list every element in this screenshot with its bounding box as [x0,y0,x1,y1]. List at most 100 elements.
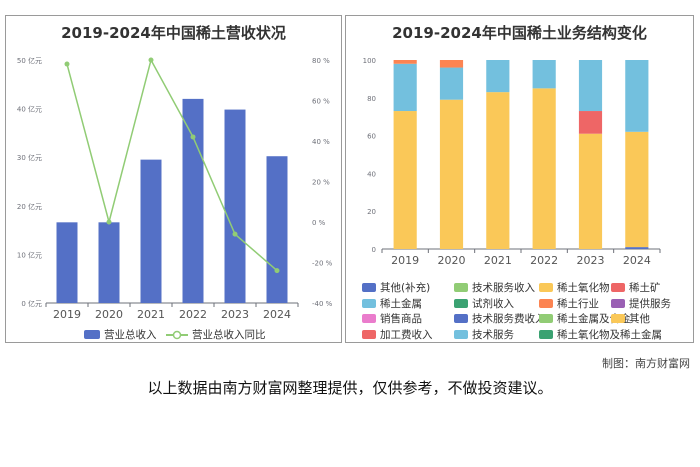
structure-chart-svg: 0 20 40 60 80 100 2019 2020 2021 2022 2023 2024 [363,57,661,267]
stack-segment [486,92,510,249]
revenue-yoy-point [232,231,238,237]
legend-label: 稀土行业 [557,297,599,310]
legend-label: 技术服务 [472,328,514,341]
legend-label: 其他(补充) [380,282,431,294]
legend-swatch [454,329,468,339]
stack-segment [532,60,556,89]
structure-chart-title: 2019-2024年中国稀土业务结构变化 [392,24,647,42]
legend-label: 稀土氧化物及稀土金属 [557,328,662,341]
y-right-tick-label: 40 % [312,138,330,146]
legend-item[interactable]: 其他(补充) [362,280,430,295]
revenue-bar [266,156,288,303]
x-tick-label: 2024 [623,254,651,267]
x-tick-label: 2022 [179,308,207,321]
revenue-bar [56,222,78,303]
legend-item[interactable]: 技术服务收入 [454,280,535,295]
revenue-yoy-point [148,57,154,63]
legend-swatch [454,283,468,292]
revenue-chart-svg: 0 亿元 10 亿元 20 亿元 30 亿元 40 亿元 50 亿元 -40 % -20 % 0… [17,56,333,321]
revenue-bar [140,159,162,303]
y-left-tick-label: 0 亿元 [21,299,42,308]
y-tick-label: 80 [367,95,376,103]
revenue-chart-panel: 2019-2024年中国稀土营收状况 0 亿元 10 亿元 20 亿元 30 亿元 40… [5,15,342,343]
revenue-yoy-point [190,134,196,140]
y-right-tick-label: -40 % [312,300,333,308]
y-right-tick-label: 60 % [312,98,330,106]
x-tick-label: 2022 [530,254,558,267]
legend-item[interactable]: 稀土行业 [539,296,599,311]
legend-swatch [454,314,468,323]
legend-label: 其他 [629,313,650,325]
legend-swatch [362,314,376,323]
legend-label: 试剂收入 [472,297,514,310]
legend-swatch [611,314,625,323]
chart-credit: 制图：南方财富网 [602,357,690,370]
stack-segment [439,60,464,68]
stack-segment [578,111,603,134]
legend-item[interactable]: 技术服务 [454,327,514,342]
legend-item-revenue-yoy[interactable]: 营业总收入同比 [166,327,266,342]
legend-swatch [539,298,553,308]
legend-label-revenue: 营业总收入 [104,329,157,341]
y-tick-label: 0 [372,246,376,254]
legend-item[interactable]: 销售商品 [362,311,422,326]
legend-label: 销售商品 [380,313,422,325]
x-tick-label: 2021 [484,254,512,267]
legend-swatch [362,283,376,292]
stack-segment [532,88,556,249]
x-tick-label: 2020 [438,254,466,267]
legend-item[interactable]: 试剂收入 [454,296,514,311]
legend-swatch [539,314,553,323]
legend-swatch [611,283,625,292]
disclaimer-text: 以上数据由南方财富网整理提供，仅供参考，不做投资建议。 [147,379,553,397]
legend-item[interactable]: 加工费收入 [362,327,433,342]
y-left-tick-label: 50 亿元 [17,56,42,65]
revenue-bar [182,98,204,303]
legend-label: 稀土矿 [629,282,661,294]
revenue-bar [224,109,246,304]
revenue-legend: 营业总收入 营业总收入同比 [6,327,343,341]
y-left-tick-label: 10 亿元 [17,250,42,259]
legend-item[interactable]: 提供服务 [611,296,671,311]
legend-label: 稀土氧化物 [557,282,610,294]
legend-swatch [611,298,625,308]
stack-segment [486,60,510,93]
stack-segment [625,131,649,248]
structure-chart-panel: 2019-2024年中国稀土业务结构变化 0 20 40 60 80 100 2019 202… [345,15,694,343]
y-left-tick-label: 30 亿元 [17,153,42,162]
stack-segment [393,111,417,249]
legend-item[interactable]: 技术服务费收入 [454,311,546,326]
stack-segment [578,60,603,112]
revenue-bar [98,222,120,303]
legend-item[interactable]: 其他 [611,311,650,326]
y-right-tick-label: 0 % [312,219,326,227]
y-right-tick-label: 20 % [312,179,330,187]
legend-label: 技术服务收入 [472,282,535,294]
x-tick-label: 2020 [95,308,123,321]
legend-swatch [362,298,376,308]
structure-legend: 其他(补充) 技术服务收入 稀土氧化物 稀土矿稀土金属 试剂收入 稀土行业 提供服务销售商品… [346,280,695,342]
stack-segment [439,99,464,249]
revenue-yoy-point [64,61,70,67]
y-right-tick-label: -20 % [312,260,333,268]
legend-item[interactable]: 稀土氧化物及稀土金属 [539,327,662,342]
y-right-tick-label: 80 % [312,57,330,65]
legend-item[interactable]: 稀土氧化物 [539,280,610,295]
legend-item[interactable]: 稀土矿 [611,280,661,295]
legend-item[interactable]: 稀土金属 [362,296,422,311]
revenue-yoy-point [274,268,280,274]
stack-segment [393,60,417,64]
y-tick-label: 60 [367,133,376,141]
legend-label: 技术服务费收入 [472,313,546,325]
y-tick-label: 20 [367,208,376,216]
x-tick-label: 2021 [137,308,165,321]
x-tick-label: 2023 [221,308,249,321]
revenue-yoy-line [66,57,278,272]
x-tick-label: 2023 [577,254,605,267]
x-tick-label: 2024 [263,308,291,321]
revenue-chart-title: 2019-2024年中国稀土营收状况 [61,24,286,42]
revenue-yoy-point [106,219,112,225]
legend-label: 提供服务 [629,297,671,310]
stack-segment [393,63,417,112]
legend-item-revenue[interactable]: 营业总收入 [84,327,157,342]
